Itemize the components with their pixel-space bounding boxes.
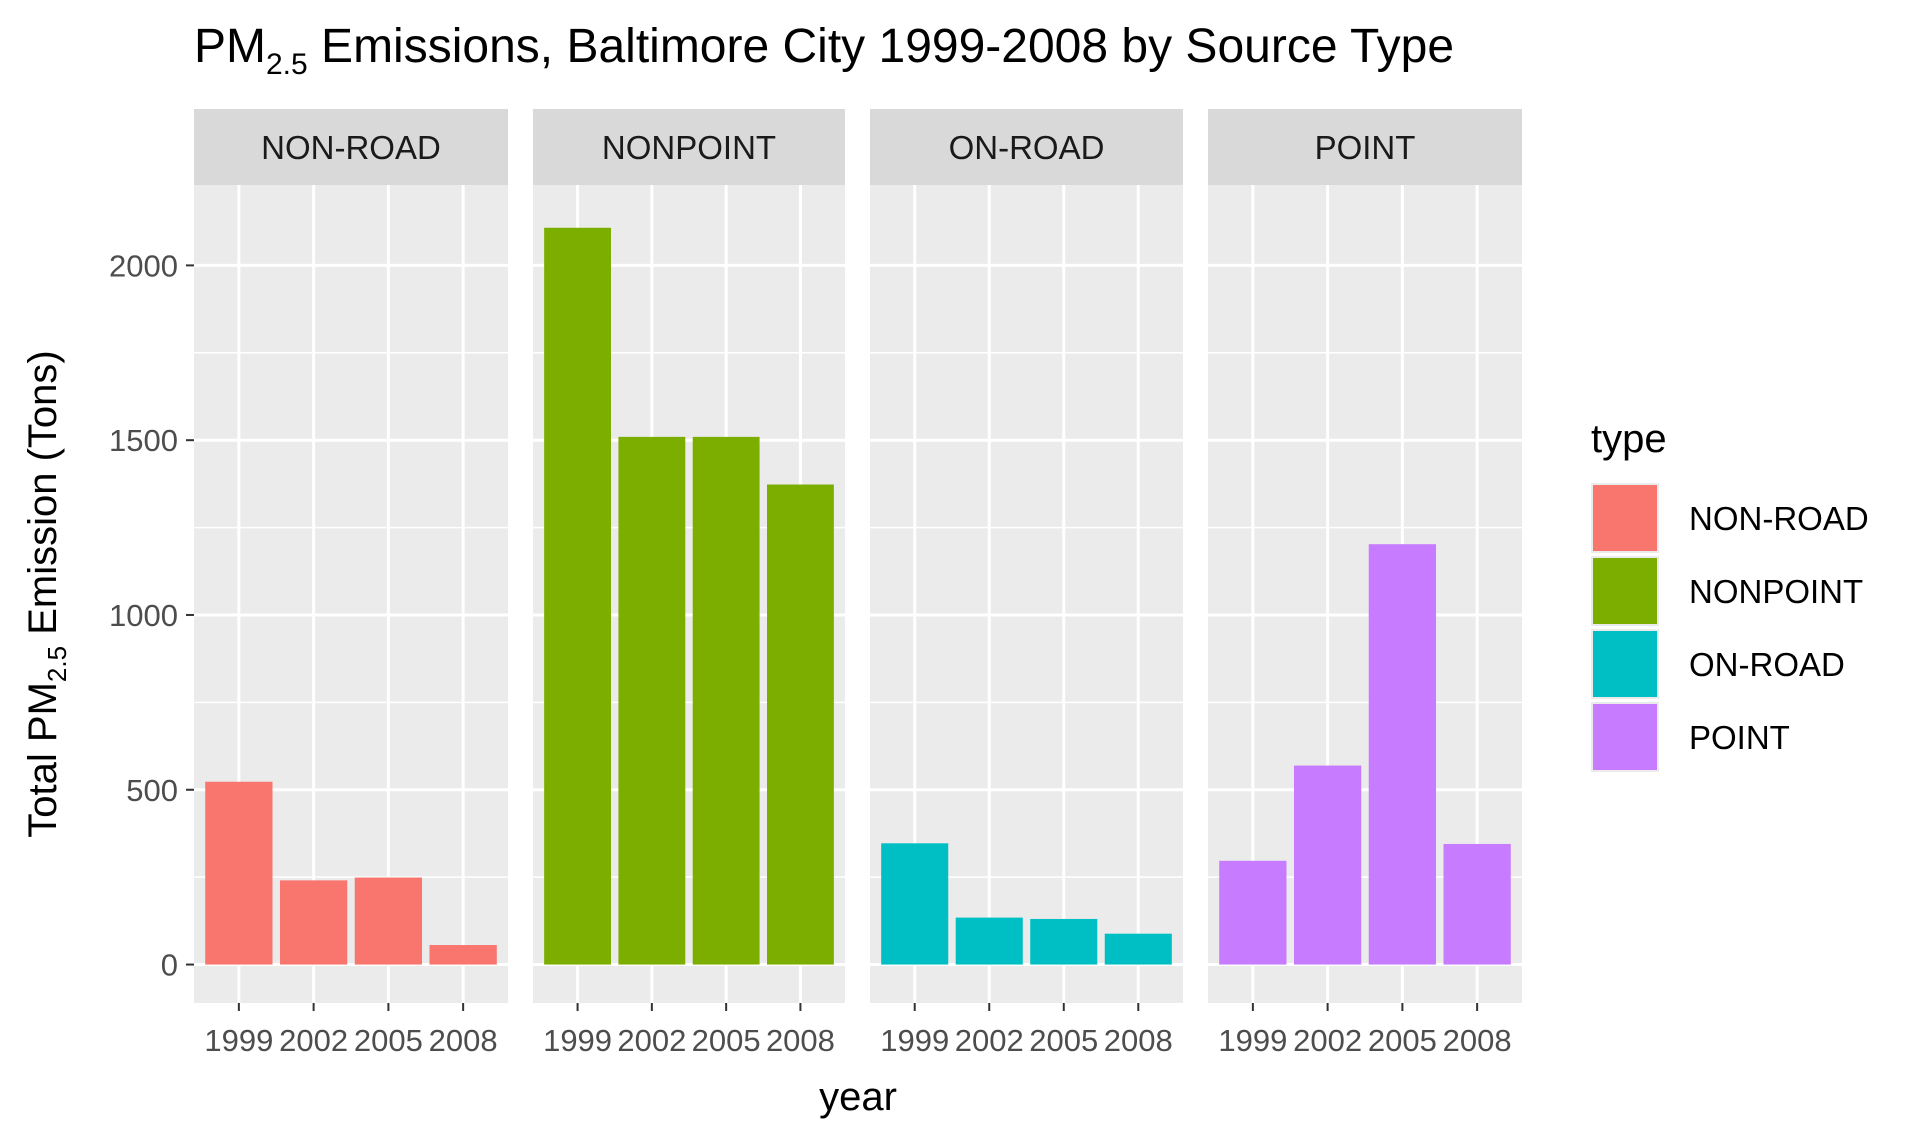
facet-strip (194, 109, 508, 185)
legend: type NON-ROAD NONPOINT ON-ROAD POINT (1591, 417, 1869, 772)
facet-panel-non-road: NON-ROAD 1999 2002 2005 2008 (194, 109, 508, 1058)
facet-panel-point: POINT 1999 2002 2005 2008 (1208, 109, 1522, 1058)
bar-on-road-2008 (1104, 933, 1172, 965)
bar-nonpoint-2008 (767, 484, 834, 965)
facet-strip (1208, 109, 1522, 185)
y-tick-label: 500 (126, 773, 178, 808)
legend-swatch-point (1593, 704, 1657, 770)
x-tick-label: 2002 (1293, 1023, 1362, 1058)
bar-on-road-2002 (955, 917, 1023, 965)
chart-title-subscript: 2.5 (266, 48, 308, 81)
bar-nonpoint-1999 (544, 227, 611, 965)
y-axis-label-prefix: Total PM (21, 682, 65, 838)
facet-strip-label: ON-ROAD (949, 129, 1105, 166)
y-tick-label: 1000 (109, 598, 178, 633)
facet-strip (533, 109, 845, 185)
x-tick-label: 2005 (692, 1023, 761, 1058)
bar-on-road-1999 (881, 843, 949, 965)
bar-on-road-2005 (1030, 918, 1098, 965)
facet-panel-nonpoint: NONPOINT 1999 2002 2005 2008 (533, 109, 845, 1058)
x-tick-label: 1999 (880, 1023, 949, 1058)
legend-label: POINT (1689, 719, 1790, 756)
y-axis-label: Total PM2.5 Emission (Tons) (21, 350, 72, 837)
y-tick-label: 1500 (109, 423, 178, 458)
x-tick-label: 2008 (429, 1023, 498, 1058)
x-tick-label: 2005 (1368, 1023, 1437, 1058)
x-axis-label: year (819, 1075, 897, 1119)
bar-non-road-1999 (205, 781, 273, 965)
bar-point-2005 (1368, 544, 1437, 965)
x-tick-label: 2002 (279, 1023, 348, 1058)
x-tick-label: 1999 (543, 1023, 612, 1058)
y-tick-label: 2000 (109, 248, 178, 283)
legend-swatch-nonpoint (1593, 558, 1657, 624)
x-tick-label: 2002 (955, 1023, 1024, 1058)
y-tick-label: 0 (161, 948, 178, 983)
legend-label: NON-ROAD (1689, 500, 1869, 537)
bar-nonpoint-2002 (618, 436, 686, 965)
x-tick-label: 2008 (1104, 1023, 1173, 1058)
chart-title-suffix: Emissions, Baltimore City 1999-2008 by S… (308, 20, 1454, 73)
facet-strip (870, 109, 1183, 185)
bar-point-2002 (1293, 765, 1362, 965)
facet-strip-label: NON-ROAD (261, 129, 441, 166)
x-tick-label: 2008 (1443, 1023, 1512, 1058)
chart-title: PM2.5 Emissions, Baltimore City 1999-200… (194, 20, 1454, 81)
bar-non-road-2008 (429, 945, 497, 965)
x-tick-label: 2005 (354, 1023, 423, 1058)
bar-non-road-2002 (279, 880, 348, 965)
facet-strip-label: NONPOINT (602, 129, 776, 166)
bar-point-1999 (1219, 860, 1287, 965)
legend-label: ON-ROAD (1689, 646, 1845, 683)
x-tick-label: 2008 (766, 1023, 835, 1058)
x-tick-label: 1999 (1218, 1023, 1287, 1058)
legend-swatch-non-road (1593, 485, 1657, 551)
y-axis-label-subscript: 2.5 (42, 646, 72, 682)
x-tick-label: 2005 (1029, 1023, 1098, 1058)
facet-panel-on-road: ON-ROAD 1999 2002 2005 2008 (870, 109, 1183, 1058)
legend-swatch-on-road (1593, 631, 1657, 697)
x-tick-label: 2002 (617, 1023, 686, 1058)
bar-point-2008 (1443, 843, 1511, 965)
legend-label: NONPOINT (1689, 573, 1863, 610)
x-tick-label: 1999 (204, 1023, 273, 1058)
legend-title: type (1591, 417, 1667, 461)
bar-non-road-2005 (354, 877, 423, 965)
chart-title-prefix: PM (194, 20, 266, 73)
y-axis-label-suffix: Emission (Tons) (21, 350, 65, 646)
facet-strip-label: POINT (1315, 129, 1416, 166)
bar-nonpoint-2005 (692, 436, 760, 965)
